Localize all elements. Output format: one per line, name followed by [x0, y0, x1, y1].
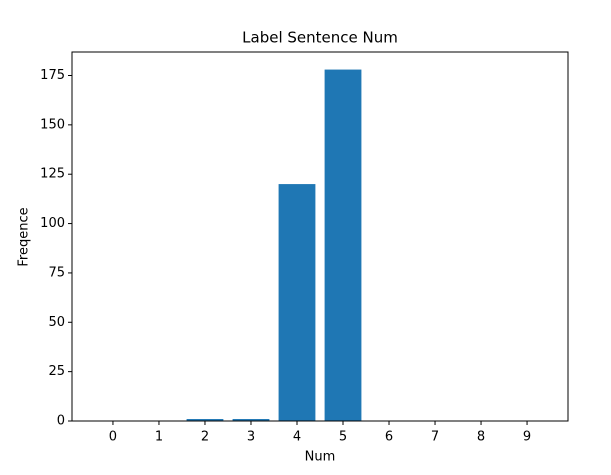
y-tick-label: 150: [40, 117, 65, 132]
y-tick-label: 0: [57, 414, 65, 429]
chart-title: Label Sentence Num: [242, 29, 398, 47]
plot-frame: [71, 51, 569, 422]
bar: [186, 419, 224, 421]
y-tick-label: 50: [48, 315, 65, 330]
y-axis-label: Freqence: [17, 207, 32, 266]
x-tick-label: 9: [523, 430, 531, 445]
x-tick-label: 3: [247, 430, 255, 445]
x-tick-label: 5: [339, 430, 347, 445]
x-tick-label: 7: [431, 430, 439, 445]
bar: [324, 69, 362, 422]
bar: [232, 419, 270, 421]
y-tick-label: 100: [40, 216, 65, 231]
y-tick-label: 75: [48, 265, 65, 280]
bar: [278, 184, 316, 421]
x-tick-label: 4: [293, 430, 301, 445]
y-tick-label: 125: [40, 167, 65, 182]
x-axis-label: Num: [305, 450, 336, 465]
x-tick-label: 1: [155, 430, 163, 445]
x-tick-label: 0: [109, 430, 117, 445]
x-tick-label: 2: [201, 430, 209, 445]
y-tick-label: 25: [48, 364, 65, 379]
x-tick-label: 8: [477, 430, 485, 445]
x-tick-label: 6: [385, 430, 393, 445]
y-tick-label: 175: [40, 68, 65, 83]
